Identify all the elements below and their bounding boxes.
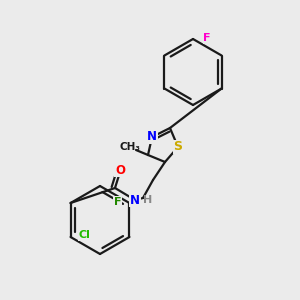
Text: CH₃: CH₃ <box>119 142 140 152</box>
Text: N: N <box>130 194 140 206</box>
Text: F: F <box>114 197 121 207</box>
Text: Cl: Cl <box>79 230 91 240</box>
Text: H: H <box>143 195 153 205</box>
Text: F: F <box>203 33 211 43</box>
Text: N: N <box>147 130 157 143</box>
Text: S: S <box>173 140 182 154</box>
Text: O: O <box>115 164 125 176</box>
